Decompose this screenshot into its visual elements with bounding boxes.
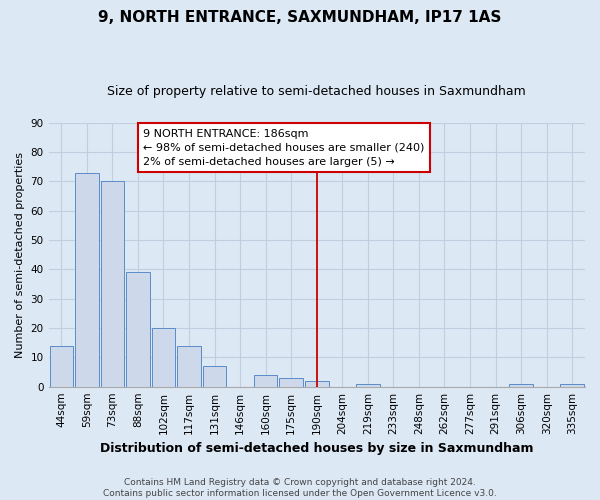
Text: Contains HM Land Registry data © Crown copyright and database right 2024.
Contai: Contains HM Land Registry data © Crown c… — [103, 478, 497, 498]
Text: 9, NORTH ENTRANCE, SAXMUNDHAM, IP17 1AS: 9, NORTH ENTRANCE, SAXMUNDHAM, IP17 1AS — [98, 10, 502, 25]
Bar — [101, 182, 124, 386]
Bar — [152, 328, 175, 386]
Bar — [50, 346, 73, 387]
Bar — [305, 381, 329, 386]
Bar — [177, 346, 201, 387]
Bar — [280, 378, 303, 386]
Bar — [75, 172, 98, 386]
Y-axis label: Number of semi-detached properties: Number of semi-detached properties — [15, 152, 25, 358]
Bar — [126, 272, 150, 386]
Bar — [254, 375, 277, 386]
Text: 9 NORTH ENTRANCE: 186sqm
← 98% of semi-detached houses are smaller (240)
2% of s: 9 NORTH ENTRANCE: 186sqm ← 98% of semi-d… — [143, 128, 424, 166]
Bar — [509, 384, 533, 386]
Bar — [203, 366, 226, 386]
Bar — [560, 384, 584, 386]
Bar — [356, 384, 380, 386]
X-axis label: Distribution of semi-detached houses by size in Saxmundham: Distribution of semi-detached houses by … — [100, 442, 533, 455]
Title: Size of property relative to semi-detached houses in Saxmundham: Size of property relative to semi-detach… — [107, 85, 526, 98]
